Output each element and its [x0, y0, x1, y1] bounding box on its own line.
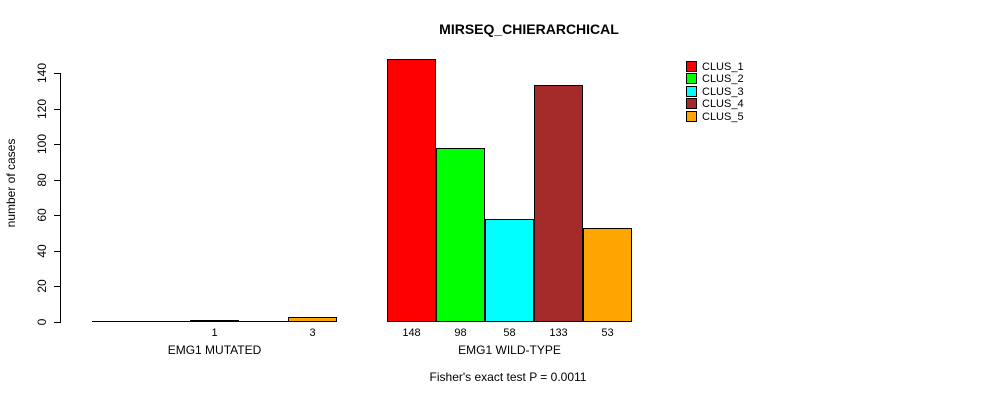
y-tick-mark — [54, 322, 60, 323]
y-tick-mark — [54, 286, 60, 288]
bar-clus_5 — [583, 228, 632, 322]
y-axis-line — [60, 73, 61, 323]
bar-clus_2 — [141, 321, 190, 322]
legend-swatch-clus_1 — [686, 61, 697, 72]
annotation-text: Fisher's exact test P = 0.0011 — [429, 370, 587, 384]
y-tick-mark — [54, 215, 60, 217]
bar-value-label: 3 — [309, 327, 316, 339]
y-tick-mark — [54, 250, 60, 252]
bar-clus_5 — [288, 317, 337, 322]
y-tick-label: 0 — [35, 318, 49, 326]
y-tick-mark — [54, 144, 60, 146]
bar-value-label: 58 — [503, 327, 516, 339]
bar-value-label: 98 — [454, 327, 467, 339]
group-label: EMG1 MUTATED — [167, 343, 262, 357]
legend-label-clus_5: CLUS_5 — [702, 110, 744, 123]
bar-clus_4 — [239, 321, 288, 322]
group-label: EMG1 WILD-TYPE — [458, 343, 561, 357]
legend-label-clus_2: CLUS_2 — [702, 73, 744, 86]
y-tick-label: 40 — [35, 244, 49, 258]
y-tick-label: 80 — [35, 173, 49, 187]
legend-label-clus_4: CLUS_4 — [702, 98, 744, 111]
y-tick-label: 120 — [35, 98, 49, 119]
legend-swatch-clus_3 — [686, 85, 697, 97]
legend-swatch-clus_4 — [686, 98, 697, 110]
bar-clus_4 — [534, 85, 583, 322]
legend-label-clus_3: CLUS_3 — [702, 85, 744, 98]
y-tick-label: 20 — [35, 279, 49, 294]
y-tick-label: 100 — [35, 134, 49, 155]
bar-value-label: 148 — [402, 327, 421, 339]
legend-swatch-clus_2 — [686, 73, 697, 85]
legend-swatch-clus_5 — [686, 110, 697, 122]
chart-title: MIRSEQ_CHIERARCHICAL — [439, 21, 619, 37]
y-tick-mark — [54, 179, 60, 181]
legend-label-clus_1: CLUS_1 — [702, 61, 744, 73]
bar-value-label: 53 — [601, 327, 614, 339]
bar-clus_3 — [190, 320, 239, 322]
bar-clus_1 — [387, 59, 436, 322]
y-tick-label: 140 — [35, 62, 49, 84]
bar-clus_1 — [92, 321, 141, 322]
y-tick-mark — [54, 108, 60, 110]
bar-value-label: 133 — [549, 327, 568, 339]
y-tick-label: 60 — [35, 208, 49, 222]
bar-clus_3 — [485, 219, 534, 322]
y-tick-mark — [54, 73, 60, 74]
bar-clus_2 — [436, 148, 485, 322]
y-axis-label: number of cases — [4, 138, 18, 228]
bar-value-label: 1 — [211, 327, 218, 339]
